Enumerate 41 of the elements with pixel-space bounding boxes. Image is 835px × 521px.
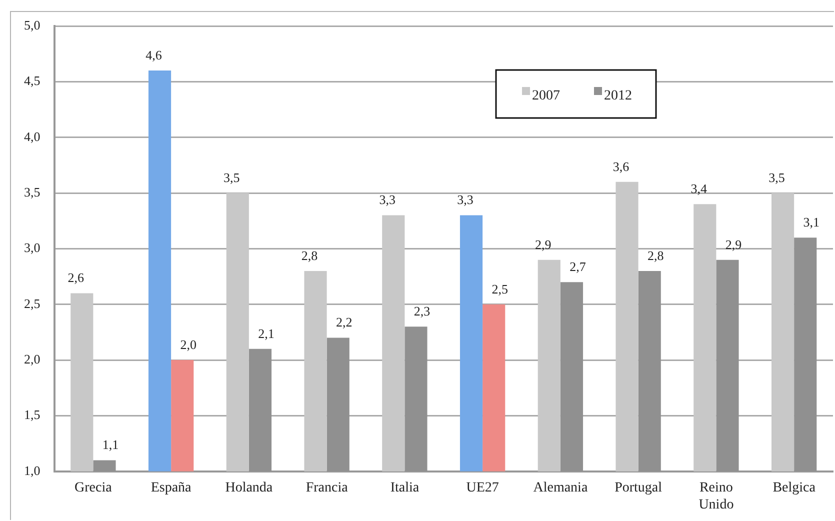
data-label: 3,1 — [803, 214, 820, 230]
x-tick-label: Belgica — [772, 480, 816, 496]
data-label: 1,1 — [102, 437, 119, 452]
data-label: 4,6 — [146, 47, 162, 62]
x-tick-label: Grecia — [74, 480, 113, 496]
x-tick-label: Reino Unido — [698, 480, 734, 512]
data-label: 3,5 — [224, 170, 240, 185]
y-tick-label: 1,5 — [24, 407, 40, 422]
x-tick-label: Holanda — [225, 480, 274, 496]
x-tick-label: Alemania — [533, 480, 588, 496]
data-label: 3,3 — [457, 192, 474, 208]
y-tick-label: 4,0 — [24, 128, 40, 144]
data-label: 2,3 — [414, 304, 430, 319]
data-label: 2,2 — [336, 314, 352, 330]
data-label: 3,4 — [690, 181, 708, 196]
x-tick-label: Portugal — [614, 480, 662, 496]
data-label: 3,6 — [612, 158, 630, 174]
y-tick-label: 1,0 — [24, 462, 40, 478]
data-label: 2,5 — [492, 281, 508, 296]
y-tick-label: 2,0 — [24, 351, 40, 366]
x-tick-label: España — [150, 480, 192, 496]
legend-label: 2012 — [604, 88, 632, 104]
x-tick-label: Italia — [390, 480, 420, 496]
data-label: 2,8 — [301, 248, 318, 263]
data-label: 2,8 — [647, 248, 664, 263]
data-label: 3,3 — [379, 192, 396, 208]
data-label: 2,9 — [725, 236, 742, 252]
y-tick-label: 3,5 — [24, 184, 40, 200]
y-tick-label: 2,5 — [24, 296, 40, 311]
data-label: 3,5 — [768, 170, 785, 185]
data-label: 2,6 — [68, 270, 85, 286]
data-label: 2,0 — [180, 336, 196, 352]
y-tick-label: 5,0 — [24, 17, 40, 32]
x-tick-label: UE27 — [466, 480, 499, 496]
x-tick-label: Francia — [306, 480, 349, 496]
legend-label: 2007 — [532, 88, 560, 104]
y-tick-label: 3,0 — [24, 240, 40, 256]
data-label: 2,1 — [258, 326, 274, 341]
data-label: 2,7 — [570, 259, 586, 274]
data-label: 2,9 — [535, 236, 552, 252]
y-tick-label: 4,5 — [24, 73, 40, 88]
